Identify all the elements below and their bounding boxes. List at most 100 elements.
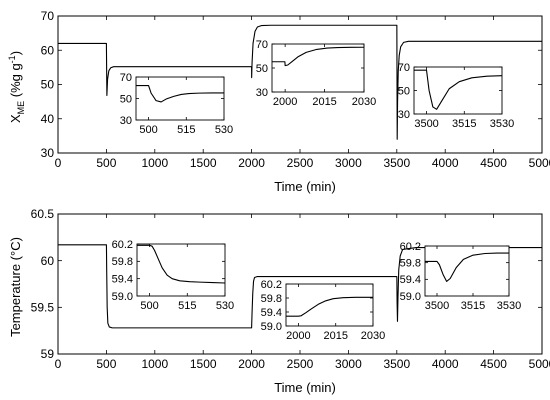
- bottom-axis-xtick-label: 500: [96, 357, 116, 371]
- bottom-axis-xtick-label: 3500: [383, 357, 410, 371]
- top-axis-xtick-label: 5000: [529, 156, 550, 170]
- x-axis-label-top: Time (min): [274, 179, 336, 194]
- top-axis-ytick-label: 40: [41, 112, 55, 126]
- bottom-inset-axis-ytick-label: 60.2: [112, 239, 133, 251]
- bottom-inset-axis-ytick-label: 59.4: [112, 274, 133, 286]
- top-inset-2: 2000 2015 2030 30 50 70: [256, 39, 376, 108]
- top-axis-ytick-label: 30: [41, 146, 55, 160]
- bottom-inset-3: 3500 3515 3530 59.0 59.4 59.8 60.2: [400, 241, 522, 312]
- top-inset-line: [136, 85, 224, 103]
- top-axis-ytick-label: 50: [41, 78, 55, 92]
- top-inset-axis-ytick-label: 70: [120, 72, 132, 84]
- bottom-inset-line: [425, 252, 509, 282]
- bottom-axis-xtick-label: 3000: [335, 357, 362, 371]
- bottom-inset-line: [286, 296, 373, 317]
- top-inset-axis-ytick-label: 70: [256, 39, 268, 51]
- top-axis-xtick-label: 1000: [141, 156, 168, 170]
- y-axis-label-tail: (%g g: [8, 63, 23, 101]
- bottom-axis-ytick-label: 60.5: [31, 207, 55, 221]
- bottom-inset-axis-xtick-label: 2000: [286, 330, 310, 342]
- bottom-axis-ytick-label: 60: [41, 254, 55, 268]
- bottom-inset-axis-xtick-label: 3530: [497, 300, 521, 312]
- bottom-inset-axis-frame: [285, 283, 374, 327]
- top-series-line: [58, 24, 542, 140]
- top-inset-axis-ytick-label: 30: [398, 109, 410, 121]
- top-inset-line: [272, 46, 365, 67]
- y-axis-label-end: ): [8, 51, 23, 55]
- bottom-axis-xtick-label: 2500: [287, 357, 314, 371]
- top-inset-axis-ytick-label: 50: [256, 63, 268, 75]
- bottom-series-line: [58, 244, 542, 329]
- top-inset-axis-ytick-label: 30: [120, 115, 132, 127]
- top-axis-xtick-label: 3000: [335, 156, 362, 170]
- top-axis-xtick-label: 500: [96, 156, 116, 170]
- top-axis-xtick-label: 2500: [287, 156, 314, 170]
- bottom-inset-axis-xtick-label: 3500: [425, 300, 449, 312]
- bottom-inset-axis-xtick-label: 500: [140, 300, 158, 312]
- bottom-inset-axis-ytick-label: 60.2: [261, 279, 282, 291]
- bottom-inset-axis-ytick-label: 59.4: [400, 274, 421, 286]
- top-inset-axis-xtick-label: 515: [177, 124, 195, 136]
- bottom-inset-axis-xtick-label: 515: [178, 300, 196, 312]
- top-inset-axis-ytick-label: 50: [120, 93, 132, 105]
- bottom-axis-ytick-label: 59: [41, 347, 55, 361]
- bottom-axis-xtick-label: 2000: [238, 357, 265, 371]
- bottom-inset-line: [137, 244, 226, 284]
- bottom-axis-xtick-label: 0: [55, 357, 62, 371]
- bottom-inset-axis-ytick-label: 59.4: [261, 307, 282, 319]
- top-inset-axis-xtick-label: 2000: [273, 96, 297, 108]
- top-inset-3: 3500 3515 3530 30 50 70: [398, 62, 514, 130]
- top-inset-axis-xtick-label: 3530: [490, 118, 514, 130]
- top-axis-xtick-label: 4000: [432, 156, 459, 170]
- x-axis-label-bottom: Time (min): [274, 380, 336, 395]
- top-axis-xtick-label: 0: [55, 156, 62, 170]
- bottom-axis-ytick-label: 59.5: [31, 301, 55, 315]
- top-axis-xtick-label: 3500: [383, 156, 410, 170]
- top-inset-axis-xtick-label: 500: [139, 124, 157, 136]
- bottom-axis-xtick-label: 1500: [190, 357, 217, 371]
- bottom-inset-axis-ytick-label: 59.0: [112, 291, 133, 303]
- y-axis-label-main: X: [8, 114, 23, 123]
- top-inset-axis-xtick-label: 3515: [452, 118, 476, 130]
- top-axis-xtick-label: 4500: [480, 156, 507, 170]
- y-axis-label-superscript: -1: [7, 55, 17, 63]
- top-axis-xtick-label: 1500: [190, 156, 217, 170]
- bottom-inset-1: 500 515 530 59.0 59.4 59.8 60.2: [112, 239, 235, 312]
- top-inset-axis-frame: [135, 76, 225, 121]
- top-axis-xtick-label: 2000: [238, 156, 265, 170]
- bottom-inset-axis-ytick-label: 59.8: [112, 256, 133, 268]
- top-axis-ytick-label: 70: [41, 9, 55, 23]
- bottom-inset-axis-ytick-label: 60.2: [400, 241, 421, 253]
- bottom-inset-axis-xtick-label: 530: [216, 300, 234, 312]
- top-inset-axis-ytick-label: 30: [256, 87, 268, 99]
- y-axis-label-bottom: Temperature (°C): [8, 237, 23, 337]
- bottom-inset-axis-xtick-label: 2015: [323, 330, 347, 342]
- bottom-axis-xtick-label: 4500: [480, 357, 507, 371]
- top-inset-line: [414, 69, 503, 110]
- bottom-inset-axis-frame: [136, 243, 226, 297]
- bottom-axis-xtick-label: 4000: [432, 357, 459, 371]
- bottom-inset-axis-ytick-label: 59.0: [400, 291, 421, 303]
- top-inset-1: 500 515 530 30 50 70: [120, 72, 233, 136]
- bottom-inset-axis-xtick-label: 3515: [461, 300, 485, 312]
- bottom-inset-axis-ytick-label: 59.8: [261, 293, 282, 305]
- chart-moisture: 0 500 1000 1500 2000 2500 3000 3500 4000 4500 5000…: [41, 9, 550, 170]
- y-axis-label-top: XME (%g g-1): [7, 51, 26, 123]
- top-inset-axis-xtick-label: 530: [215, 124, 233, 136]
- bottom-inset-axis-frame: [424, 245, 510, 297]
- y-axis-label-subscript: ME: [16, 101, 26, 115]
- bottom-inset-axis-ytick-label: 59.0: [261, 321, 282, 333]
- top-inset-axis-ytick-label: 50: [398, 85, 410, 97]
- top-inset-axis-frame: [271, 43, 365, 93]
- top-inset-axis-xtick-label: 2030: [352, 96, 376, 108]
- bottom-inset-axis-xtick-label: 2030: [361, 330, 385, 342]
- bottom-axis-xtick-label: 1000: [141, 357, 168, 371]
- top-inset-axis-xtick-label: 2015: [312, 96, 336, 108]
- bottom-inset-axis-ytick-label: 59.8: [400, 258, 421, 270]
- chart-temperature: 0 500 1000 1500 2000 2500 3000 3500 4000 4500 5000…: [31, 207, 550, 371]
- bottom-inset-2: 2000 2015 2030 59.0 59.4 59.8 60.2: [261, 279, 386, 342]
- top-inset-axis-ytick-label: 70: [398, 62, 410, 74]
- bottom-axis-xtick-label: 5000: [529, 357, 550, 371]
- top-axis-ytick-label: 60: [41, 43, 55, 57]
